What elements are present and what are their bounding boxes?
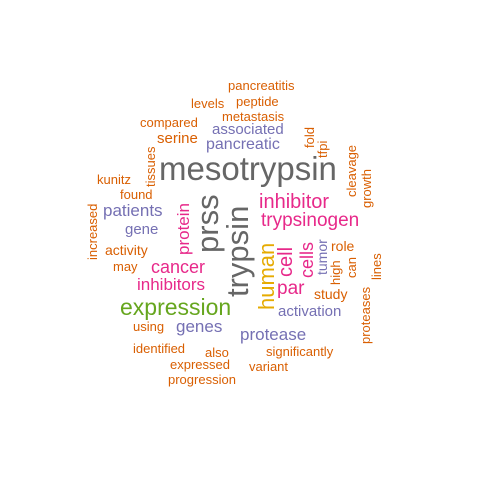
word-levels: levels xyxy=(191,96,225,111)
word-cancer: cancer xyxy=(151,257,206,277)
word-metastasis: metastasis xyxy=(222,109,285,124)
word-study: study xyxy=(314,286,348,302)
word-serine: serine xyxy=(157,130,198,147)
word-protein: protein xyxy=(174,203,193,255)
word-found: found xyxy=(120,187,153,202)
word-associated: associated xyxy=(212,121,284,138)
word-protease: protease xyxy=(240,325,307,344)
word-expressed: expressed xyxy=(170,357,230,372)
word-identified: identified xyxy=(133,341,186,356)
word-expression: expression xyxy=(120,294,232,320)
word-activity: activity xyxy=(105,242,148,258)
word-pancreatitis: pancreatitis xyxy=(228,78,295,93)
word-inhibitors: inhibitors xyxy=(137,275,206,294)
word-high: high xyxy=(328,260,343,285)
word-inhibitor: inhibitor xyxy=(259,191,330,213)
word-mesotrypsin: mesotrypsin xyxy=(159,150,337,187)
word-lines: lines xyxy=(369,253,384,280)
word-growth: growth xyxy=(359,168,374,208)
word-tissues: tissues xyxy=(143,146,158,187)
word-tumor: tumor xyxy=(314,239,330,275)
word-also: also xyxy=(205,345,229,360)
word-variant: variant xyxy=(249,359,289,374)
word-compared: compared xyxy=(140,115,198,130)
word-patients: patients xyxy=(103,201,163,220)
word-trypsin: trypsin xyxy=(220,205,255,297)
word-can: can xyxy=(344,257,359,278)
word-significantly: significantly xyxy=(266,344,334,359)
word-role: role xyxy=(331,238,355,254)
word-kunitz: kunitz xyxy=(97,172,131,187)
word-cleavage: cleavage xyxy=(344,144,359,197)
word-using: using xyxy=(133,319,165,334)
word-activation: activation xyxy=(278,303,342,320)
word-genes: genes xyxy=(176,317,223,336)
word-pancreatic: pancreatic xyxy=(206,136,280,153)
word-increased: increased xyxy=(85,203,100,260)
word-prss: prss xyxy=(190,194,225,253)
word-cell: cell xyxy=(275,246,297,277)
word-par: par xyxy=(277,278,305,299)
word-proteases: proteases xyxy=(358,286,373,344)
word-may: may xyxy=(113,259,138,274)
word-gene: gene xyxy=(125,221,159,238)
word-peptide: peptide xyxy=(236,94,279,109)
word-progression: progression xyxy=(168,372,236,387)
word-trypsinogen: trypsinogen xyxy=(261,210,360,231)
